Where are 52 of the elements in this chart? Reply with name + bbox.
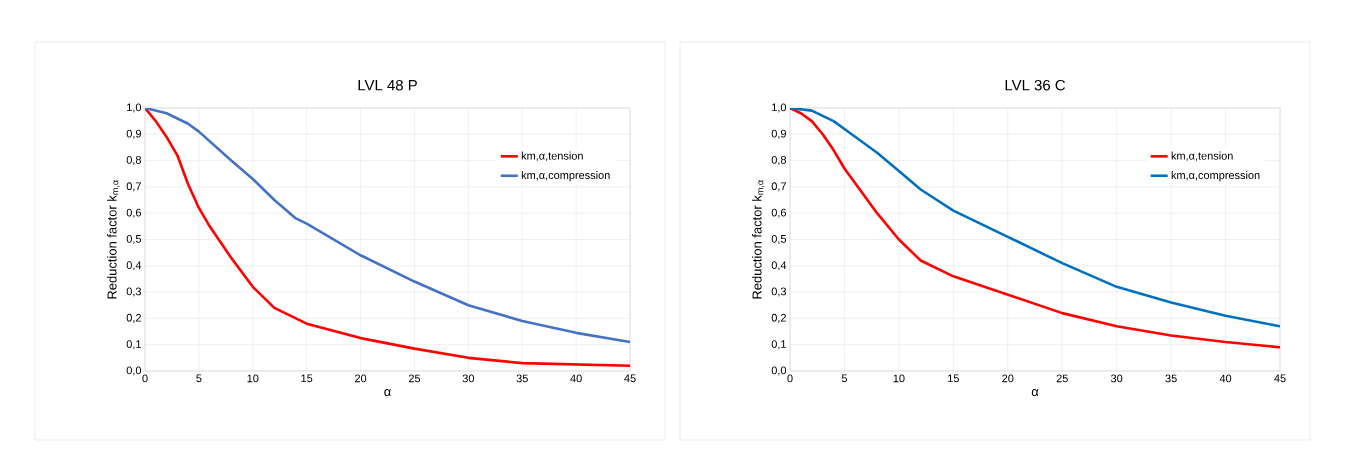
- x-tick-label: 0: [142, 374, 148, 383]
- x-tick-label: 45: [1274, 374, 1286, 383]
- y-tick-label: 0,4: [126, 261, 142, 271]
- x-tick-label: 5: [196, 374, 202, 383]
- legend-label: km,α,compression: [1171, 171, 1260, 182]
- y-tick-label: 1,0: [772, 103, 787, 113]
- x-tick-label: 20: [355, 374, 367, 383]
- x-tick-label: 5: [841, 374, 848, 383]
- x-axis-title: α: [1031, 389, 1039, 397]
- y-axis-title: Reduction factor k$_{m,α}$: [752, 180, 765, 299]
- y-tick-label: 0,1: [126, 340, 141, 350]
- x-tick-label: 30: [1111, 374, 1123, 383]
- y-tick-label: 0,6: [771, 208, 787, 218]
- y-tick-label: 1,0: [127, 103, 142, 113]
- x-tick-label: 0: [787, 374, 793, 383]
- y-tick-label: 0,4: [771, 261, 787, 271]
- y-tick-label: 0,6: [126, 208, 142, 218]
- y-axis-title: Reduction factor k$_{m,α}$: [107, 180, 120, 299]
- y-tick-label: 0,0: [126, 366, 142, 376]
- y-tick-label: 0,9: [771, 129, 786, 139]
- legend-label: km,α,compression: [521, 171, 610, 182]
- chart-title: LVL 36 C: [1005, 79, 1066, 91]
- x-tick-label: 35: [1165, 374, 1177, 383]
- x-axis-title: α: [384, 389, 391, 397]
- y-tick-label: 0,3: [771, 287, 787, 297]
- y-tick-label: 0,9: [126, 129, 141, 139]
- y-tick-label: 0,8: [126, 156, 142, 166]
- x-tick-label: 10: [247, 374, 259, 383]
- y-tick-label: 0,3: [126, 287, 142, 297]
- x-tick-label: 20: [1002, 374, 1014, 383]
- x-tick-label: 25: [1056, 374, 1068, 383]
- x-tick-label: 40: [1219, 374, 1232, 383]
- y-tick-label: 0,5: [126, 234, 142, 245]
- legend-label: km,α,tension: [521, 151, 583, 161]
- x-tick-label: 10: [893, 374, 905, 383]
- y-tick-label: 0,2: [126, 313, 141, 323]
- x-tick-label: 45: [624, 374, 636, 383]
- y-tick-label: 0,7: [126, 182, 141, 192]
- y-tick-label: 0,2: [771, 313, 786, 323]
- y-tick-label: 0,0: [771, 366, 787, 376]
- y-tick-label: 0,8: [771, 156, 787, 166]
- x-tick-label: 15: [301, 374, 313, 383]
- x-tick-label: 35: [516, 374, 528, 383]
- y-tick-label: 0,7: [771, 182, 786, 192]
- y-tick-label: 0,5: [771, 234, 787, 245]
- x-tick-label: 25: [408, 374, 421, 383]
- y-tick-label: 0,1: [771, 340, 786, 350]
- x-tick-label: 15: [948, 374, 959, 383]
- chart-title: LVL 48 P: [358, 79, 417, 91]
- x-tick-label: 40: [570, 374, 582, 383]
- legend-label: km,α,tension: [1171, 151, 1233, 161]
- x-tick-label: 30: [462, 374, 475, 383]
